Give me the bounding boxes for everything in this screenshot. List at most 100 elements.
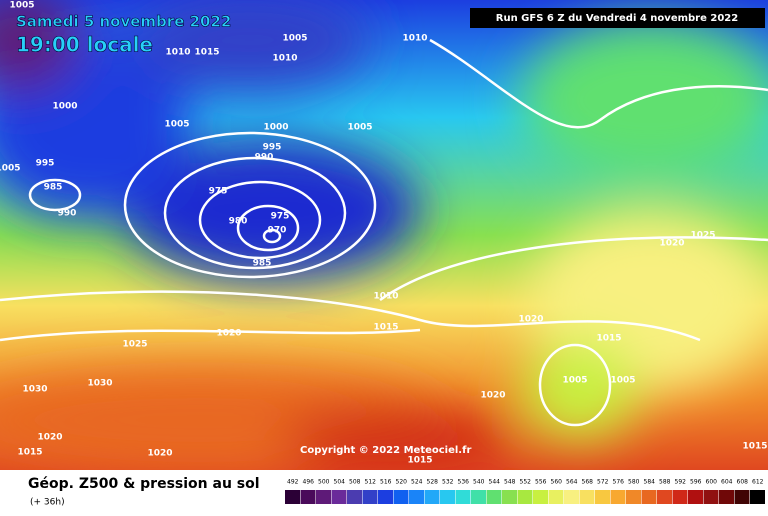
isobar-label: 1000 — [52, 102, 77, 112]
isobar-label: 1005 — [282, 34, 307, 44]
isobar-label: 1015 — [407, 456, 432, 466]
scale-label: 588 — [659, 479, 671, 486]
scale-label: 584 — [644, 479, 656, 486]
isobars — [0, 38, 768, 427]
scale-label: 544 — [489, 479, 501, 486]
scale-cell — [517, 490, 533, 504]
scale-cell — [688, 490, 703, 504]
scale-label: 496 — [303, 479, 315, 486]
isobar-label: 1005 — [164, 120, 189, 130]
isobar-label: 1020 — [216, 329, 241, 339]
scale-label: 596 — [690, 479, 702, 486]
scale-cell — [486, 490, 502, 504]
isobar-label: 1025 — [690, 231, 715, 241]
isobar-label: 995 — [263, 143, 282, 153]
scale-cell — [641, 490, 657, 504]
scale-label: 612 — [752, 479, 764, 486]
scale-label: 508 — [349, 479, 361, 486]
scale-label: 568 — [582, 479, 594, 486]
isobar-label: 1020 — [659, 239, 684, 249]
isobar-label: 975 — [209, 187, 228, 197]
scale-label: 524 — [411, 479, 423, 486]
scale-cell — [331, 490, 347, 504]
scale-label: 492 — [287, 479, 299, 486]
isobar-label: 1015 — [596, 334, 621, 344]
time-label: 19:00 locale — [16, 33, 153, 57]
scale-cell — [595, 490, 610, 504]
isobar-label: 1025 — [122, 340, 147, 350]
isobar-label: 1005 — [9, 1, 34, 11]
scale-cell — [672, 490, 688, 504]
isobar-label: 995 — [36, 159, 55, 169]
isobar-label: 990 — [255, 153, 274, 163]
scale-cell — [378, 490, 393, 504]
isobar-label: 1015 — [194, 48, 219, 58]
isobar-label: 985 — [253, 259, 272, 269]
scale-cell — [657, 490, 672, 504]
scale-label: 500 — [318, 479, 330, 486]
scale-label: 540 — [473, 479, 485, 486]
date-label: Samedi 5 novembre 2022 — [16, 13, 231, 31]
isobar-label: 1015 — [17, 448, 42, 458]
scale-cell — [440, 490, 455, 504]
scale-label: 512 — [365, 479, 377, 486]
scale-label: 528 — [427, 479, 439, 486]
isobar-label: 1020 — [480, 391, 505, 401]
scale-label: 600 — [706, 479, 718, 486]
scale-cell — [533, 490, 548, 504]
scale-cell — [471, 490, 486, 504]
scale-label: 516 — [380, 479, 392, 486]
scale-cell — [300, 490, 316, 504]
legend-title: Géop. Z500 & pression au sol — [28, 476, 260, 492]
isobar-label: 1005 — [0, 164, 21, 174]
isobar-label: 1010 — [165, 48, 190, 58]
scale-label: 520 — [396, 479, 408, 486]
scale-cell — [719, 490, 734, 504]
scale-label: 580 — [628, 479, 640, 486]
isobar-label: 985 — [44, 183, 63, 193]
scale-cell — [626, 490, 641, 504]
isobar-label: 1010 — [402, 34, 427, 44]
scale-cell — [409, 490, 424, 504]
scale-cell — [703, 490, 719, 504]
scale-label: 556 — [535, 479, 547, 486]
scale-cell — [285, 490, 300, 504]
scale-cell — [424, 490, 440, 504]
isobar-label: 1020 — [37, 433, 62, 443]
isobar-label: 1015 — [742, 442, 767, 452]
scale-cell — [548, 490, 564, 504]
scale-label: 548 — [504, 479, 516, 486]
isobar-label: 1010 — [272, 54, 297, 64]
scale-label: 564 — [566, 479, 578, 486]
isobar-label: 1005 — [562, 376, 587, 386]
isobar-label: 1030 — [87, 379, 112, 389]
run-box — [470, 8, 765, 28]
isobar-label: 990 — [58, 209, 77, 219]
scale-cell — [393, 490, 409, 504]
scale-cell — [316, 490, 331, 504]
isobar-label: 1020 — [518, 315, 543, 325]
scale-label: 608 — [737, 479, 749, 486]
scale-cell — [347, 490, 362, 504]
scale-label: 552 — [520, 479, 532, 486]
scale-label: 592 — [675, 479, 687, 486]
scale-cell — [610, 490, 626, 504]
scale-label: 536 — [458, 479, 470, 486]
scale-label: 504 — [334, 479, 346, 486]
scale-cell — [750, 490, 765, 504]
scale-label: 576 — [613, 479, 625, 486]
field-blobs — [0, 0, 768, 470]
isobar-label: 1030 — [22, 385, 47, 395]
isobar-label: 1020 — [147, 449, 172, 459]
scale-cell — [455, 490, 471, 504]
scale-cell — [734, 490, 750, 504]
isobar-label: 975 — [271, 212, 290, 222]
isobar-label: 980 — [229, 217, 248, 227]
scale-label: 604 — [721, 479, 733, 486]
run-label: Run GFS 6 Z du Vendredi 4 novembre 2022 — [496, 13, 738, 24]
scale-cell — [362, 490, 378, 504]
isobar-label: 1015 — [373, 323, 398, 333]
isobar-label: 1000 — [263, 123, 288, 133]
isobar-label: 1005 — [347, 123, 372, 133]
